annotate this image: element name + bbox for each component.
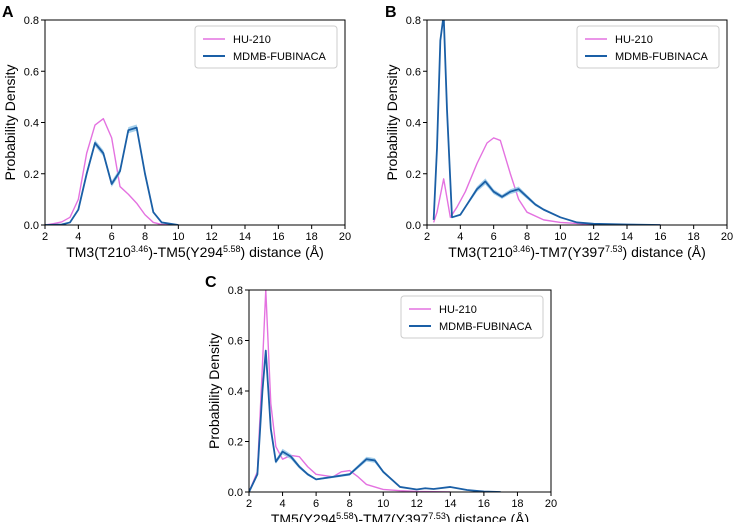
y-tick-label: 0.8 xyxy=(406,15,421,27)
x-tick-label: 2 xyxy=(42,231,48,243)
legend-label: MDMB-FUBINACA xyxy=(615,51,709,63)
y-tick-label: 0.0 xyxy=(24,220,39,232)
x-axis-label-part: )-TM5(Y294 xyxy=(148,244,223,260)
x-tick-label: 16 xyxy=(654,231,666,243)
x-tick-label: 8 xyxy=(142,231,148,243)
x-tick-label: 10 xyxy=(172,231,184,243)
x-tick-label: 8 xyxy=(524,231,530,243)
x-tick-label: 6 xyxy=(109,231,115,243)
confidence-band xyxy=(249,347,501,492)
y-tick-label: 0.4 xyxy=(24,118,39,130)
x-tick-label: 12 xyxy=(588,231,600,243)
x-tick-label: 20 xyxy=(721,231,733,243)
x-axis-label-superscript: 7.53 xyxy=(428,511,446,521)
y-tick-label: 0.6 xyxy=(24,66,39,78)
x-axis-label-part: TM5(Y294 xyxy=(271,511,337,522)
legend: HU-210 MDMB-FUBINACA xyxy=(576,25,720,69)
y-tick-label: 0.4 xyxy=(406,118,421,130)
y-axis-label: Probability Density xyxy=(384,65,400,181)
y-tick-label: 0.0 xyxy=(228,487,243,499)
legend: HU-210 MDMB-FUBINACA xyxy=(194,25,338,69)
series-group xyxy=(45,117,179,225)
x-tick-label: 12 xyxy=(206,231,218,243)
y-tick-label: 0.4 xyxy=(228,386,243,398)
y-tick-label: 0.2 xyxy=(406,169,421,181)
x-tick-label: 20 xyxy=(339,231,351,243)
x-tick-label: 20 xyxy=(545,498,557,510)
series-line-mdmb-fubinaca xyxy=(45,126,179,225)
y-tick-label: 0.2 xyxy=(24,169,39,181)
series-group xyxy=(249,290,501,492)
panel-c: C 2 4 6 8 10 12 14 16 18 20 0.0 0.2 0.4 0.6 0.8 TM5(Y294… xyxy=(205,274,557,522)
x-axis-label-part: )-TM7(Y397 xyxy=(530,244,605,260)
y-tick-label: 0.8 xyxy=(24,15,39,27)
x-tick-label: 10 xyxy=(554,231,566,243)
panel-a: A 2 4 6 8 10 12 14 16 18 20 0.0 0.2 0.4 0.6 0.8 TM3(T210… xyxy=(2,4,351,260)
x-axis-label-part: TM3(T210 xyxy=(66,244,131,260)
x-tick-label: 14 xyxy=(239,231,251,243)
y-axis-label: Probability Density xyxy=(206,333,222,449)
x-axis-label-superscript: 3.46 xyxy=(513,244,531,254)
y-tick-label: 0.0 xyxy=(406,220,421,232)
panel-b: B 2 4 6 8 10 12 14 16 18 20 0.0 0.2 0.4 0.6 0.8 TM3(T210… xyxy=(384,4,733,260)
x-tick-label: 18 xyxy=(688,231,700,243)
legend-box xyxy=(194,25,338,69)
y-tick-label: 0.6 xyxy=(406,66,421,78)
series-line-mdmb-fubinaca xyxy=(432,20,661,225)
legend-label: HU-210 xyxy=(615,34,653,46)
legend: HU-210 MDMB-FUBINACA xyxy=(400,295,544,339)
x-tick-label: 4 xyxy=(457,231,463,243)
legend-label: HU-210 xyxy=(233,34,271,46)
x-axis-label-part: TM3(T210 xyxy=(448,244,513,260)
x-tick-label: 2 xyxy=(424,231,430,243)
y-axis-label: Probability Density xyxy=(2,65,18,181)
x-tick-label: 8 xyxy=(347,498,353,510)
x-axis-label-part: ) distance (Å) xyxy=(623,244,706,260)
x-tick-label: 12 xyxy=(411,498,423,510)
x-tick-label: 10 xyxy=(377,498,389,510)
x-axis-label: TM3(T2103.46)-TM7(Y3977.53) distance (Å) xyxy=(448,244,706,260)
x-axis-label-superscript: 5.58 xyxy=(336,511,354,521)
legend-box xyxy=(400,295,544,339)
x-axis-label: TM5(Y2945.58)-TM7(Y3977.53) distance (Å) xyxy=(271,511,529,522)
x-tick-label: 14 xyxy=(621,231,633,243)
x-tick-label: 18 xyxy=(306,231,318,243)
x-tick-label: 2 xyxy=(246,498,252,510)
x-tick-label: 14 xyxy=(444,498,456,510)
panel-letter: C xyxy=(205,274,217,291)
x-axis-label-part: )-TM7(Y397 xyxy=(354,511,429,522)
panel-letter: B xyxy=(385,4,397,21)
y-tick-label: 0.8 xyxy=(228,285,243,297)
legend-label: MDMB-FUBINACA xyxy=(233,51,327,63)
y-tick-label: 0.6 xyxy=(228,336,243,348)
x-axis-label-part: ) distance (Å) xyxy=(446,511,529,522)
x-axis-label: TM3(T2103.46)-TM5(Y2945.58) distance (Å) xyxy=(66,244,324,260)
x-tick-label: 4 xyxy=(279,498,285,510)
x-tick-label: 16 xyxy=(272,231,284,243)
x-axis-label-superscript: 7.53 xyxy=(605,244,623,254)
series-group xyxy=(432,20,661,225)
series-line-hu-210 xyxy=(45,117,179,225)
x-tick-label: 6 xyxy=(491,231,497,243)
x-tick-label: 18 xyxy=(511,498,523,510)
legend-label: HU-210 xyxy=(439,304,477,316)
x-tick-label: 4 xyxy=(75,231,81,243)
x-axis-label-part: ) distance (Å) xyxy=(241,244,324,260)
x-tick-label: 16 xyxy=(478,498,490,510)
y-tick-label: 0.2 xyxy=(228,437,243,449)
series-line-hu-210 xyxy=(433,137,661,225)
x-axis-label-superscript: 3.46 xyxy=(131,244,149,254)
legend-label: MDMB-FUBINACA xyxy=(439,321,533,333)
x-axis-label-superscript: 5.58 xyxy=(223,244,241,254)
panel-letter: A xyxy=(2,4,14,21)
legend-box xyxy=(576,25,720,69)
x-tick-label: 6 xyxy=(313,498,319,510)
series-line-hu-210 xyxy=(249,290,451,492)
series-line-mdmb-fubinaca xyxy=(249,349,501,492)
